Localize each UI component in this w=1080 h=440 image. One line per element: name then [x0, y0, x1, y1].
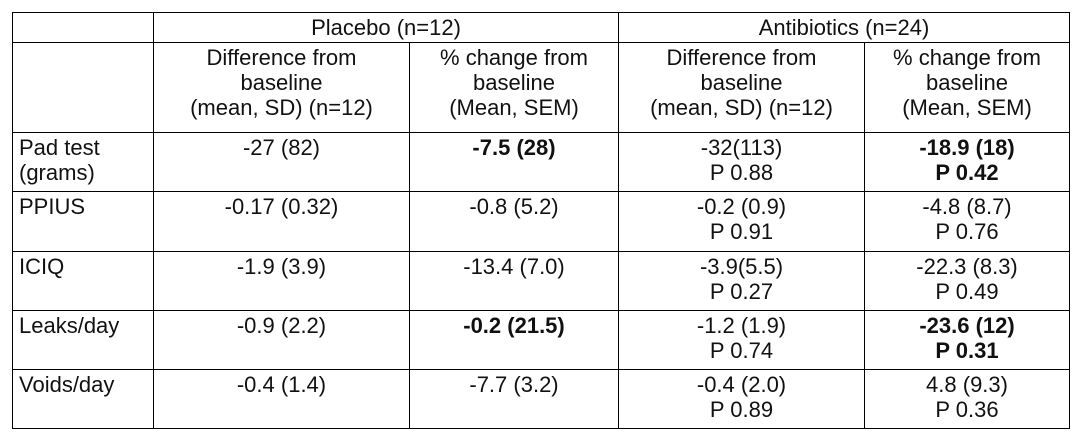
table-row: ICIQ -1.9 (3.9) -13.4 (7.0) -3.9(5.5) P … [12, 250, 1071, 311]
p-value: P 0.36 [935, 396, 999, 422]
p-value: P 0.88 [709, 160, 774, 186]
header-line: (Mean, SEM) [449, 94, 579, 120]
cell-value: -1.2 (1.9) [696, 312, 787, 338]
placebo-diff-cell: -27 (82) [153, 132, 410, 193]
placebo-diff-cell: -1.9 (3.9) [153, 250, 410, 311]
placebo-diff-header: Difference from baseline (mean, SD) (n=1… [153, 41, 410, 134]
table-row: Voids/day -0.4 (1.4) -7.7 (3.2) -0.4 (2.… [12, 368, 1071, 430]
header-line: baseline [926, 69, 1008, 95]
anti-diff-header: Difference from baseline (mean, SD) (n=1… [618, 41, 866, 134]
cell-value: -0.2 (0.9) [696, 194, 787, 220]
cell-value: -23.6 (12) [919, 312, 1015, 338]
row-label-line: Leaks/day [19, 312, 120, 338]
corner-cell [12, 12, 154, 43]
p-value: P 0.49 [935, 278, 999, 304]
header-line: baseline [240, 69, 323, 95]
row-label-line: PPIUS [19, 194, 86, 220]
row-label: ICIQ [12, 250, 154, 311]
anti-diff-cell: -1.2 (1.9) P 0.74 [618, 309, 866, 370]
row-label: PPIUS [12, 191, 154, 252]
anti-pct-header: % change from baseline (Mean, SEM) [864, 41, 1071, 134]
header-line: % change from [440, 44, 588, 70]
anti-diff-cell: -0.4 (2.0) P 0.89 [618, 368, 866, 430]
placebo-pct-cell: -13.4 (7.0) [408, 250, 620, 311]
header-line: (Mean, SEM) [902, 94, 1032, 120]
anti-pct-cell: -4.8 (8.7) P 0.76 [864, 191, 1071, 252]
placebo-pct-cell: -7.7 (3.2) [408, 368, 620, 430]
cell-value: -22.3 (8.3) [916, 253, 1018, 279]
header-line: Difference from [666, 44, 817, 70]
placebo-pct-header: % change from baseline (Mean, SEM) [408, 41, 620, 134]
cell-value: -3.9(5.5) [699, 253, 784, 279]
row-label: Pad test (grams) [12, 132, 154, 193]
p-value: P 0.91 [709, 219, 774, 245]
row-label-line: ICIQ [19, 253, 65, 279]
group-header-row: Placebo (n=12) Antibiotics (n=24) [12, 12, 1071, 43]
table-row: PPIUS -0.17 (0.32) -0.8 (5.2) -0.2 (0.9)… [12, 191, 1071, 252]
placebo-pct-cell: -0.2 (21.5) [408, 309, 620, 370]
anti-pct-cell: -22.3 (8.3) P 0.49 [864, 250, 1071, 311]
placebo-diff-cell: -0.17 (0.32) [153, 191, 410, 252]
row-label: Voids/day [12, 368, 154, 430]
results-table: Placebo (n=12) Antibiotics (n=24) Differ… [12, 12, 1071, 430]
row-label-line: (grams) [19, 160, 95, 186]
placebo-diff-cell: -0.4 (1.4) [153, 368, 410, 430]
p-value: P 0.31 [935, 337, 999, 363]
header-line: (mean, SD) (n=12) [650, 94, 833, 120]
placebo-group-header: Placebo (n=12) [152, 12, 620, 43]
row-label-line: Pad test [19, 135, 100, 161]
anti-pct-cell: -18.9 (18) P 0.42 [864, 132, 1071, 193]
p-value: P 0.89 [709, 396, 774, 422]
cell-value: 4.8 (9.3) [926, 371, 1008, 397]
p-value: P 0.42 [935, 160, 999, 186]
p-value: P 0.76 [935, 219, 999, 245]
cell-value: -18.9 (18) [919, 135, 1015, 161]
table-row: Pad test (grams) -27 (82) -7.5 (28) -32(… [12, 132, 1071, 193]
cell-value: -32(113) [700, 135, 783, 161]
row-label-line: Voids/day [19, 371, 115, 397]
anti-pct-cell: 4.8 (9.3) P 0.36 [864, 368, 1071, 430]
header-line: (mean, SD) (n=12) [190, 94, 373, 120]
anti-diff-cell: -3.9(5.5) P 0.27 [618, 250, 866, 311]
header-line: baseline [473, 69, 555, 95]
subheader-row: Difference from baseline (mean, SD) (n=1… [12, 41, 1071, 134]
header-line: % change from [893, 44, 1041, 70]
header-line: Difference from [206, 44, 357, 70]
p-value: P 0.27 [709, 278, 774, 304]
row-label: Leaks/day [12, 309, 154, 370]
antibiotics-group-header: Antibiotics (n=24) [618, 12, 1071, 43]
cell-value: -0.4 (2.0) [696, 371, 787, 397]
placebo-pct-cell: -7.5 (28) [408, 132, 620, 193]
table-row: Leaks/day -0.9 (2.2) -0.2 (21.5) -1.2 (1… [12, 309, 1071, 370]
anti-diff-cell: -0.2 (0.9) P 0.91 [618, 191, 866, 252]
placebo-diff-cell: -0.9 (2.2) [153, 309, 410, 370]
header-line: baseline [700, 69, 783, 95]
subheader-label-cell [12, 41, 154, 134]
anti-pct-cell: -23.6 (12) P 0.31 [864, 309, 1071, 370]
anti-diff-cell: -32(113) P 0.88 [618, 132, 866, 193]
p-value: P 0.74 [709, 337, 774, 363]
cell-value: -4.8 (8.7) [922, 194, 1012, 220]
placebo-pct-cell: -0.8 (5.2) [408, 191, 620, 252]
